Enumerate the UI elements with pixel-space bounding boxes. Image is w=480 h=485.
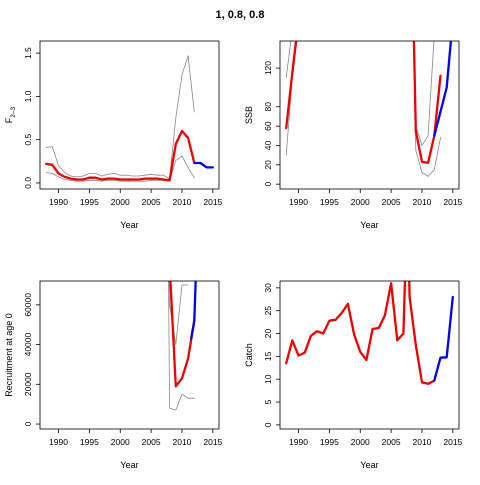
projection-line <box>433 41 453 137</box>
x-axis-label: Year <box>120 460 138 470</box>
x-tick-label: 1990 <box>289 197 308 207</box>
y-tick-label: 20 <box>263 329 273 339</box>
panel-catch: 1990 1995 2000 2005 2010 2015 0 5 10 15 20 25 30 Year… <box>244 280 463 470</box>
y-tick-label: 0 <box>23 421 33 426</box>
x-axis-label: Year <box>360 460 378 470</box>
x-tick-label: 2005 <box>142 197 161 207</box>
x-tick-label: 1990 <box>289 437 308 447</box>
x-tick-label: 2000 <box>111 437 130 447</box>
y-tick-label: 80 <box>263 102 273 112</box>
y-tick-label: 10 <box>263 374 273 384</box>
x-tick-label: 2015 <box>443 197 462 207</box>
x-tick-label: 1995 <box>320 437 339 447</box>
upper-line <box>413 41 435 146</box>
y-tick-label: 0.0 <box>23 177 33 189</box>
y-axis-label: Recruitment at age 0 <box>4 313 14 397</box>
estimate-line <box>412 41 442 165</box>
series-group <box>168 281 197 411</box>
x-tick-label: 2000 <box>351 197 370 207</box>
x-tick-label: 1995 <box>320 197 339 207</box>
y-tick-label: 1.0 <box>23 90 33 102</box>
y-tick-label: 1.5 <box>23 47 33 59</box>
x-axis-label: Year <box>120 220 138 230</box>
x-tick-label: 2010 <box>173 197 192 207</box>
y-tick-label: 30 <box>263 283 273 293</box>
y-tick-label: 20 <box>263 160 273 170</box>
x-tick-label: 2010 <box>413 197 432 207</box>
plot-frame <box>279 280 460 430</box>
y-tick-label: 40 <box>263 140 273 150</box>
x-tick-label: 2005 <box>382 437 401 447</box>
x-tick-label: 2015 <box>443 437 462 447</box>
x-tick-label: 1995 <box>80 437 99 447</box>
y-tick-label: 60 <box>263 121 273 131</box>
x-tick-label: 1990 <box>49 437 68 447</box>
y-axis-label: Catch <box>244 343 254 367</box>
x-tick-label: 2005 <box>382 197 401 207</box>
x-axis-label: Year <box>360 220 378 230</box>
y-axis-label: SSB <box>244 106 254 124</box>
estimate-line <box>285 281 407 365</box>
x-tick-label: 1995 <box>80 197 99 207</box>
y-tick-label: 60000 <box>23 293 33 317</box>
plot-frame <box>39 280 220 430</box>
estimate-line <box>169 281 196 388</box>
series-group <box>285 281 454 385</box>
projection-line <box>193 161 214 169</box>
panel-f23: 1990 1995 2000 2005 2010 2015 0.0 0.5 1.0 1.5 Year… <box>4 40 223 230</box>
x-tick-label: 2000 <box>111 197 130 207</box>
y-tick-label: 15 <box>263 351 273 361</box>
x-tick-label: 2005 <box>142 437 161 447</box>
y-tick-label: 25 <box>263 306 273 316</box>
upper-line <box>285 41 292 79</box>
y-tick-label: 120 <box>263 61 273 75</box>
upper-line <box>168 281 189 346</box>
estimate-line <box>408 281 436 385</box>
x-tick-label: 1990 <box>49 197 68 207</box>
y-tick-label: 0 <box>263 422 273 427</box>
projection-line <box>433 295 454 382</box>
figure-title: 1, 0.8, 0.8 <box>215 9 265 21</box>
lower-line <box>168 281 195 411</box>
panel-recruitment: 1990 1995 2000 2005 2010 2015 0 20000 40000 60000… <box>4 280 223 470</box>
estimate-line <box>285 41 298 130</box>
series-group <box>285 41 453 177</box>
x-tick-label: 2010 <box>413 437 432 447</box>
lower-line <box>285 41 298 156</box>
y-tick-label: 5 <box>263 399 273 404</box>
plot-frame <box>39 40 220 190</box>
x-tick-label: 2000 <box>351 437 370 447</box>
y-tick-label: 20000 <box>23 372 33 396</box>
estimate-line <box>45 129 196 182</box>
panel-ssb: 1990 1995 2000 2005 2010 2015 0 20 40 60 80 120 Year… <box>244 40 463 230</box>
y-tick-label: 0.5 <box>23 133 33 145</box>
x-tick-label: 2015 <box>203 197 222 207</box>
projection-line <box>190 281 197 340</box>
y-tick-label: 40000 <box>23 332 33 356</box>
x-tick-label: 2015 <box>203 437 222 447</box>
plot-frame <box>279 40 460 190</box>
y-axis-label: F2–3 <box>4 106 17 123</box>
y-tick-label: 0 <box>263 182 273 187</box>
x-tick-label: 2010 <box>173 437 192 447</box>
series-group <box>45 55 214 182</box>
